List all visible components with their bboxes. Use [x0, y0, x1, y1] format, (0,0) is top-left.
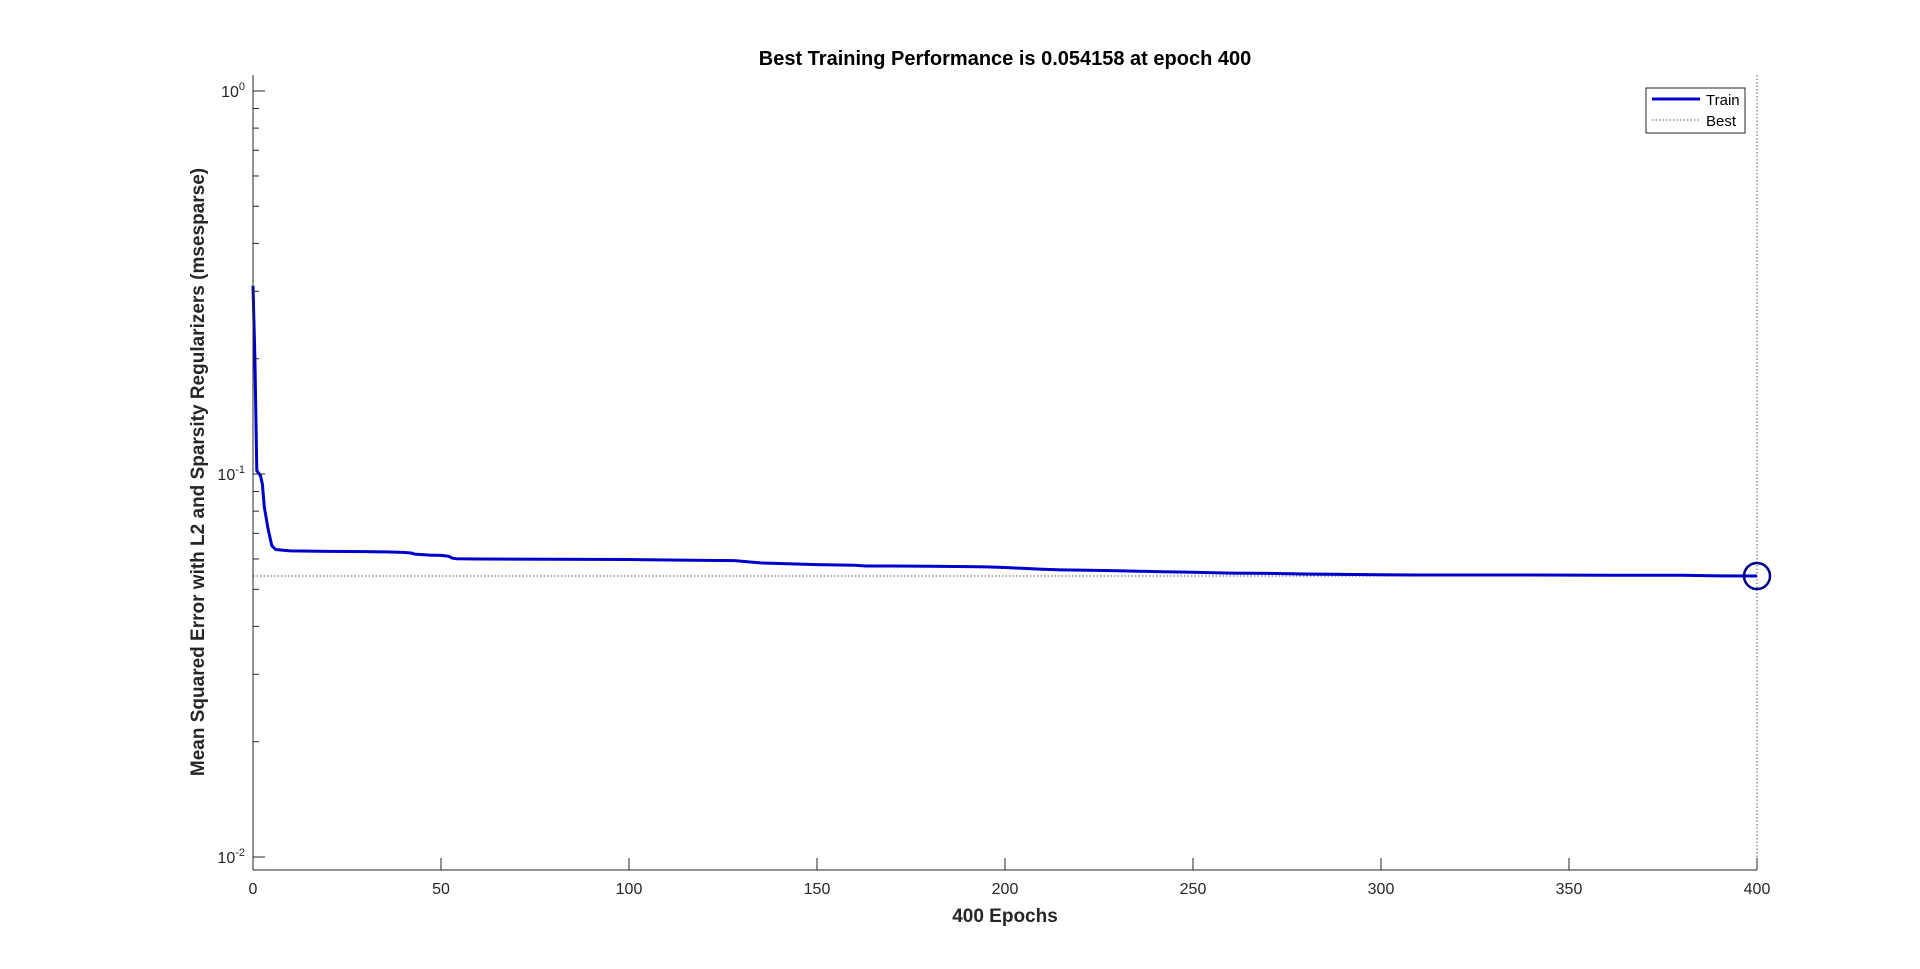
x-tick-label: 250: [1180, 881, 1207, 898]
x-tick-label: 300: [1368, 881, 1395, 898]
train-series-line: [251, 285, 1758, 578]
x-tick-group: 0 50 100 150 200 250 300 350 400: [249, 858, 1771, 898]
y-tick-label: 10-1: [217, 464, 245, 484]
y-tick-label: 100: [221, 81, 245, 101]
x-axis-label: 400 Epochs: [952, 906, 1058, 927]
x-tick-label: 200: [992, 881, 1019, 898]
x-tick-label: 100: [616, 881, 643, 898]
y-tick-group: 100 10-1 10-2: [217, 81, 265, 867]
best-point-marker: [1742, 561, 1772, 591]
legend: Train Best: [1645, 87, 1746, 134]
legend-box: [1645, 87, 1746, 134]
y-tick-label: 10-2: [217, 847, 245, 867]
y-axis-label: Mean Squared Error with L2 and Sparsity …: [188, 168, 209, 776]
legend-best-label: Best: [1706, 113, 1737, 130]
x-tick-label: 0: [249, 881, 258, 898]
x-tick-label: 150: [804, 881, 831, 898]
legend-train-label: Train: [1706, 92, 1740, 109]
chart-title: Best Training Performance is 0.054158 at…: [759, 48, 1251, 70]
x-tick-label: 350: [1556, 881, 1583, 898]
x-tick-label: 400: [1744, 881, 1771, 898]
x-tick-label: 50: [432, 881, 450, 898]
axes-background: [253, 75, 1757, 870]
